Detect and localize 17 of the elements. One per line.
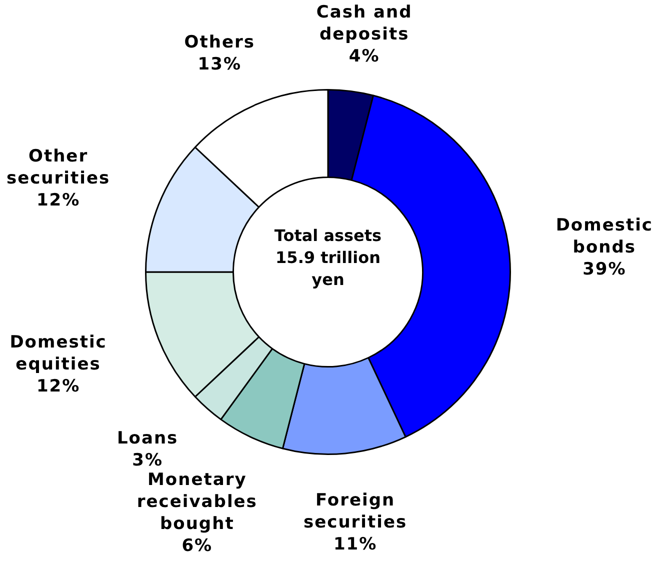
slice-label: Loans — [116, 428, 178, 448]
slice-label: Foreign securities — [303, 490, 408, 533]
data-label: 12% — [36, 376, 80, 396]
slice-label: Domestic equities — [10, 332, 107, 374]
slice-label: Domestic bonds — [556, 216, 653, 258]
data-label: 4% — [348, 46, 380, 66]
data-label: 13% — [198, 54, 242, 75]
slice-label: Cash and deposits — [316, 2, 412, 44]
data-label: 12% — [36, 190, 80, 211]
slice-label: Other securities — [6, 146, 110, 189]
slice-label: Others — [184, 32, 256, 53]
data-label: 11% — [333, 534, 378, 555]
data-label: 6% — [182, 536, 213, 556]
data-label: 3% — [132, 450, 164, 470]
slice-label: Monetary receivables bought — [136, 470, 258, 534]
text: Total assets 15.9 trillion yen — [273, 225, 383, 291]
data-label: 39% — [582, 260, 626, 280]
